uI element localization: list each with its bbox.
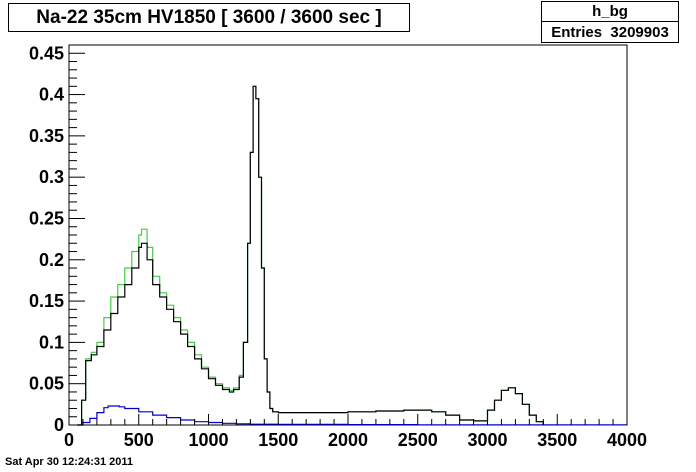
stats-entries-value: 3209903 [610,24,669,41]
y-tick-label: 0.2 [39,250,64,270]
series-line-2 [77,405,628,426]
y-tick-label: 0.1 [39,332,64,352]
stats-entries-row: Entries 3209903 [542,22,678,43]
stats-entries-label: Entries [551,24,603,41]
y-tick-label: 0.25 [29,208,64,228]
x-tick-label: 500 [124,430,154,450]
y-tick-label: 0.3 [39,167,64,187]
x-tick-label: 0 [64,430,74,450]
y-tick-label: 0.35 [29,126,64,146]
timestamp: Sat Apr 30 12:24:31 2011 [5,456,134,468]
y-axis: 0 0.05 0.1 0.15 0.2 0.25 0.3 0.35 0.4 0.45 [29,43,85,435]
x-tick-label: 3000 [467,430,507,450]
x-tick-label: 2500 [398,430,438,450]
stats-histogram-name: h_bg [542,2,678,22]
y-tick-label: 0.15 [29,291,64,311]
y-tick-label: 0.05 [29,374,64,394]
x-tick-label: 2000 [328,430,368,450]
plot-frame [68,44,628,426]
series-layer [77,85,628,426]
x-tick-label: 3500 [537,430,577,450]
x-tick-label: 1000 [188,430,228,450]
x-tick-label: 1500 [258,430,298,450]
series-line-1 [77,85,544,426]
x-axis: 0 500 1000 1500 2000 2500 3000 3500 4000 [64,414,647,450]
y-tick-label: 0.4 [39,85,64,105]
y-tick-label: 0.45 [29,43,64,63]
chart-title: Na-22 35cm HV1850 [ 3600 / 3600 sec ] [8,3,410,32]
stats-box: h_bg Entries 3209903 [541,1,679,43]
x-tick-label: 4000 [607,430,647,450]
y-tick-label: 0 [54,415,64,435]
